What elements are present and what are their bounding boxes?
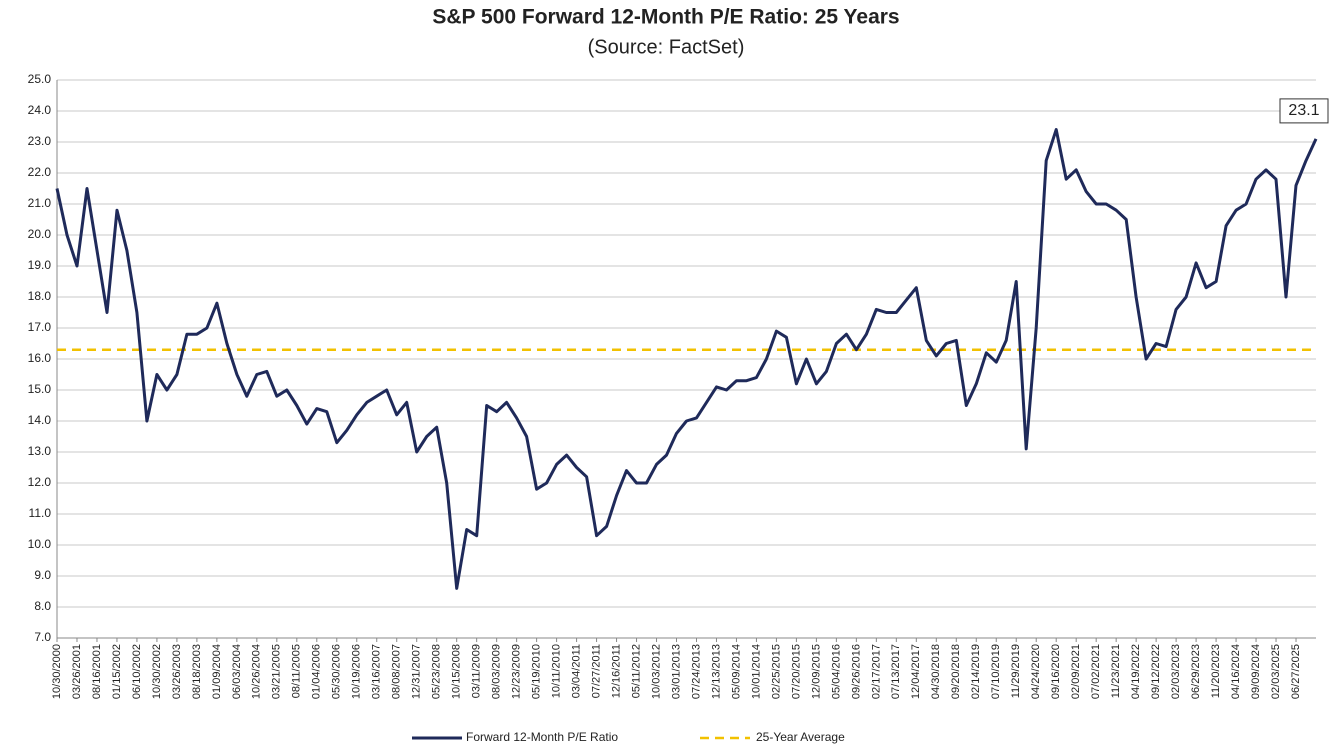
data-line xyxy=(55,128,1318,590)
x-tick-label: 03/01/2013 xyxy=(670,644,682,699)
x-tick-label: 07/24/2013 xyxy=(690,644,702,699)
x-tick-label: 05/19/2010 xyxy=(531,644,543,699)
y-tick-label: 20.0 xyxy=(28,227,52,241)
x-tick-label: 07/13/2017 xyxy=(890,644,902,699)
x-tick-label: 12/04/2017 xyxy=(910,644,922,699)
y-tick-label: 7.0 xyxy=(34,630,51,644)
x-tick-label: 10/01/2014 xyxy=(750,644,762,699)
y-tick-label: 12.0 xyxy=(28,475,52,489)
x-tick-label: 04/16/2024 xyxy=(1230,644,1242,699)
y-tick-label: 25.0 xyxy=(28,72,52,86)
x-tick-label: 09/12/2022 xyxy=(1150,644,1162,699)
x-tick-label: 07/20/2015 xyxy=(790,644,802,699)
x-tick-label: 06/03/2004 xyxy=(231,644,243,699)
legend-label: Forward 12-Month P/E Ratio xyxy=(466,730,618,744)
x-tick-label: 02/17/2017 xyxy=(870,644,882,699)
x-tick-label: 03/11/2009 xyxy=(471,644,483,698)
x-tick-label: 12/31/2007 xyxy=(411,644,423,699)
annotation: 23.1 xyxy=(1288,102,1319,119)
x-tick-label: 04/24/2020 xyxy=(1030,644,1042,699)
x-tick-label: 10/30/2000 xyxy=(51,644,63,699)
legend-label: 25-Year Average xyxy=(756,730,845,744)
y-tick-label: 9.0 xyxy=(34,568,51,582)
chart-subtitle: (Source: FactSet) xyxy=(588,36,745,58)
x-tick-label: 10/19/2006 xyxy=(351,644,363,699)
chart-title: S&P 500 Forward 12-Month P/E Ratio: 25 Y… xyxy=(432,6,899,29)
x-tick-label: 05/11/2012 xyxy=(630,644,642,698)
x-tick-label: 11/29/2019 xyxy=(1010,644,1022,698)
x-tick-label: 09/20/2018 xyxy=(950,644,962,699)
x-tick-label: 02/03/2023 xyxy=(1170,644,1182,699)
x-tick-label: 08/11/2005 xyxy=(291,644,303,698)
x-tick-label: 04/19/2022 xyxy=(1130,644,1142,699)
y-tick-label: 10.0 xyxy=(28,537,52,551)
x-tick-label: 10/15/2008 xyxy=(451,644,463,699)
y-tick-label: 17.0 xyxy=(28,320,52,334)
x-tick-label: 10/26/2004 xyxy=(251,644,263,699)
x-tick-label: 12/16/2011 xyxy=(610,644,622,698)
y-tick-label: 15.0 xyxy=(28,382,52,396)
x-tick-label: 11/23/2021 xyxy=(1110,644,1122,698)
x-tick-label: 10/11/2010 xyxy=(551,644,563,698)
x-tick-label: 06/10/2002 xyxy=(131,644,143,699)
y-tick-label: 22.0 xyxy=(28,165,52,179)
x-tick-label: 03/26/2003 xyxy=(171,644,183,699)
x-tick-label: 03/21/2005 xyxy=(271,644,283,699)
x-tick-label: 08/08/2007 xyxy=(391,644,403,699)
x-tick-label: 07/10/2019 xyxy=(990,644,1002,699)
x-tick-label: 04/30/2018 xyxy=(930,644,942,699)
x-tick-label: 01/09/2004 xyxy=(211,644,223,699)
x-tick-label: 05/23/2008 xyxy=(431,644,443,699)
y-tick-label: 18.0 xyxy=(28,289,52,303)
x-tick-label: 06/27/2025 xyxy=(1290,644,1302,699)
x-tick-label: 08/16/2001 xyxy=(91,644,103,699)
x-tick-label: 02/03/2025 xyxy=(1270,644,1282,699)
x-tick-label: 08/03/2009 xyxy=(491,644,503,699)
x-tick-label: 05/04/2016 xyxy=(830,644,842,699)
y-tick-label: 24.0 xyxy=(28,103,52,117)
x-tick-label: 07/02/2021 xyxy=(1090,644,1102,699)
x-tick-label: 09/09/2024 xyxy=(1250,644,1262,699)
x-tick-label: 02/14/2019 xyxy=(970,644,982,699)
x-tick-label: 12/13/2013 xyxy=(710,644,722,699)
x-tick-label: 02/25/2015 xyxy=(770,644,782,699)
x-tick-label: 09/16/2020 xyxy=(1050,644,1062,699)
y-tick-label: 23.0 xyxy=(28,134,52,148)
x-tick-label: 10/03/2012 xyxy=(650,644,662,699)
y-tick-label: 14.0 xyxy=(28,413,52,427)
x-tick-label: 06/29/2023 xyxy=(1190,644,1202,699)
y-tick-label: 21.0 xyxy=(28,196,52,210)
x-tick-label: 03/04/2011 xyxy=(570,644,582,698)
x-tick-label: 12/09/2015 xyxy=(810,644,822,699)
x-tick-label: 08/18/2003 xyxy=(191,644,203,699)
x-tick-label: 11/20/2023 xyxy=(1210,644,1222,698)
y-tick-label: 19.0 xyxy=(28,258,52,272)
x-tick-label: 03/26/2001 xyxy=(71,644,83,699)
y-tick-label: 13.0 xyxy=(28,444,52,458)
y-tick-label: 16.0 xyxy=(28,351,52,365)
x-tick-label: 02/09/2021 xyxy=(1070,644,1082,699)
x-tick-label: 01/04/2006 xyxy=(311,644,323,699)
x-tick-label: 03/16/2007 xyxy=(371,644,383,699)
x-tick-label: 05/09/2014 xyxy=(730,644,742,699)
y-tick-label: 11.0 xyxy=(29,506,52,520)
x-tick-label: 10/30/2002 xyxy=(151,644,163,699)
x-tick-label: 01/15/2002 xyxy=(111,644,123,699)
x-tick-label: 05/30/2006 xyxy=(331,644,343,699)
x-tick-label: 09/26/2016 xyxy=(850,644,862,699)
x-tick-label: 12/23/2009 xyxy=(511,644,523,699)
y-tick-label: 8.0 xyxy=(34,599,51,613)
annotation-box xyxy=(1279,98,1329,124)
x-tick-label: 07/27/2011 xyxy=(590,644,602,698)
